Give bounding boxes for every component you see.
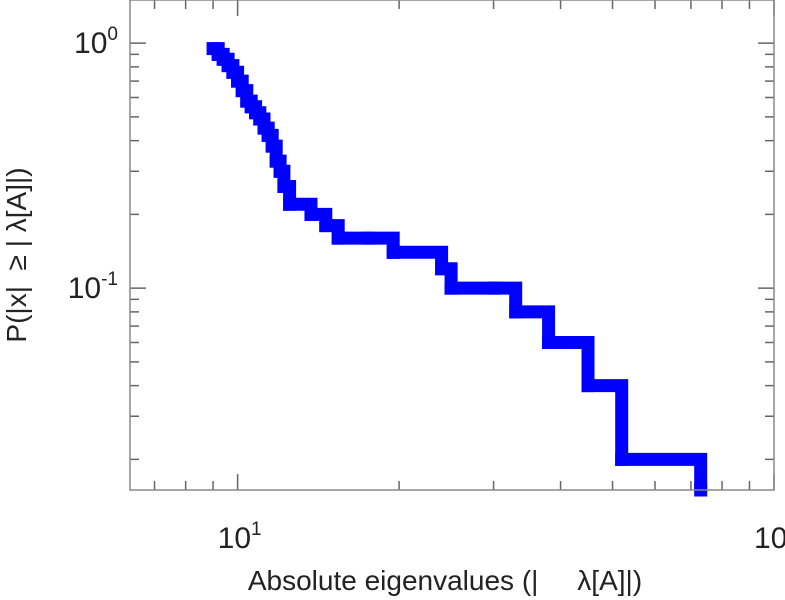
y-tick-labels: 100 10-1 [68, 24, 118, 305]
x-tick-label: 101 [218, 519, 262, 555]
series-layer [206, 42, 708, 497]
data-point [487, 281, 501, 295]
x-axis-label: Absolute eigenvalues (| λ[A]|) [248, 565, 642, 596]
data-point [277, 179, 291, 193]
data-point [283, 197, 297, 211]
data-point [319, 219, 333, 233]
data-point [435, 262, 449, 276]
data-point [361, 231, 375, 245]
data-point [265, 139, 279, 153]
data-point [269, 154, 283, 168]
data-point [542, 335, 556, 349]
x-tick-labels: 101 102 [218, 519, 785, 555]
data-point [615, 452, 629, 466]
data-point [235, 84, 249, 98]
y-tick-label: 100 [74, 24, 118, 60]
minor-ticks [130, 0, 774, 490]
plot-frame [129, 0, 775, 491]
data-point [386, 245, 400, 259]
data-point [331, 231, 345, 245]
x-tick-label: 102 [754, 519, 785, 555]
y-tick-label: 10-1 [68, 269, 118, 305]
data-point [581, 379, 595, 393]
y-axis-label: P(|x| ≥ | λ[A]|) [1, 167, 32, 342]
data-point [273, 164, 287, 178]
data-point [304, 207, 318, 221]
data-point [444, 281, 458, 295]
data-point [509, 305, 523, 319]
data-point [261, 128, 275, 142]
